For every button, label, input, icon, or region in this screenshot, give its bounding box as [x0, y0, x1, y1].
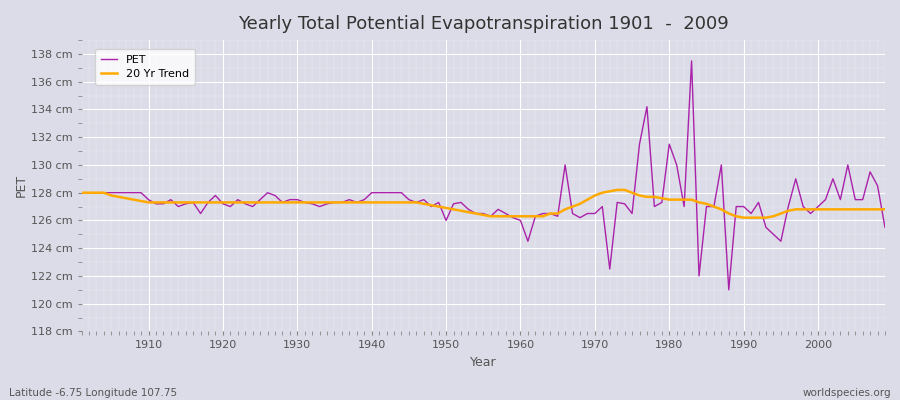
Line: 20 Yr Trend: 20 Yr Trend [82, 190, 885, 218]
20 Yr Trend [612, 188, 623, 192]
20 Yr Trend [604, 189, 615, 194]
Legend: PET, 20 Yr Trend: PET, 20 Yr Trend [95, 48, 195, 84]
20 Yr Trend [344, 200, 355, 205]
PET [686, 58, 697, 63]
PET [76, 190, 87, 195]
PET [724, 288, 734, 292]
20 Yr Trend [508, 214, 518, 219]
20 Yr Trend [300, 200, 310, 205]
PET [508, 215, 518, 220]
20 Yr Trend [136, 199, 147, 204]
Title: Yearly Total Potential Evapotranspiration 1901  -  2009: Yearly Total Potential Evapotranspiratio… [238, 15, 729, 33]
20 Yr Trend [515, 214, 526, 219]
Y-axis label: PET: PET [15, 174, 28, 197]
PET [515, 218, 526, 223]
20 Yr Trend [738, 215, 749, 220]
20 Yr Trend [76, 190, 87, 195]
Line: PET: PET [82, 61, 885, 290]
PET [300, 200, 310, 205]
X-axis label: Year: Year [470, 356, 497, 369]
Text: Latitude -6.75 Longitude 107.75: Latitude -6.75 Longitude 107.75 [9, 388, 177, 398]
PET [604, 266, 615, 271]
Text: worldspecies.org: worldspecies.org [803, 388, 891, 398]
PET [136, 190, 147, 195]
PET [879, 225, 890, 230]
20 Yr Trend [879, 207, 890, 212]
PET [344, 197, 355, 202]
